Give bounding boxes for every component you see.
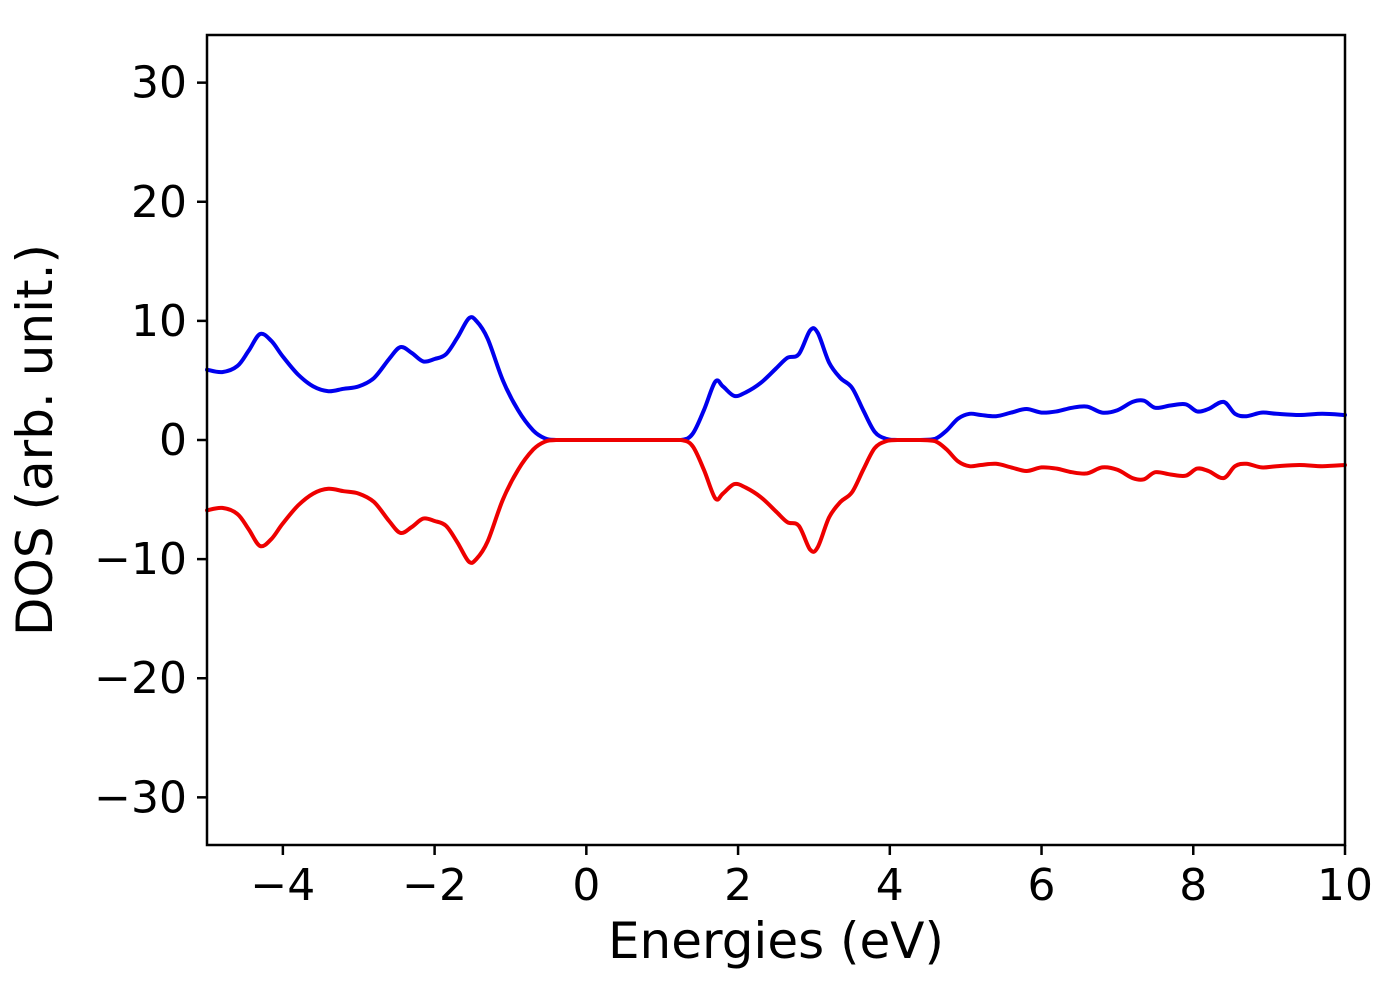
y-axis-label: DOS (arb. unit.) <box>6 244 64 636</box>
spin-down-dos-curve <box>205 438 1347 565</box>
y-tick-label: 0 <box>159 415 187 466</box>
x-tick-label: 8 <box>1179 860 1207 911</box>
plot-border <box>205 33 1347 847</box>
x-tick-label: −2 <box>402 860 467 911</box>
x-tick-label: 2 <box>724 860 752 911</box>
y-tick-label: −30 <box>94 772 187 823</box>
x-tick-label: 6 <box>1028 860 1056 911</box>
y-tick-label: −10 <box>94 534 187 585</box>
x-axis-ticks: −4 −2 0 2 4 6 8 10 <box>250 845 1373 911</box>
y-axis-ticks: −30 −20 −10 0 10 20 30 <box>94 58 207 823</box>
x-tick-label: 0 <box>572 860 600 911</box>
dos-curves <box>205 315 1347 565</box>
x-tick-label: 4 <box>876 860 904 911</box>
spin-up-dos-curve <box>205 315 1347 442</box>
y-tick-label: 20 <box>131 177 187 228</box>
x-axis-label: Energies (eV) <box>608 912 944 970</box>
x-tick-label: −4 <box>250 860 315 911</box>
y-tick-label: 30 <box>131 58 187 109</box>
axes-box <box>205 33 1347 847</box>
y-tick-label: −20 <box>94 653 187 704</box>
y-tick-label: 10 <box>131 296 187 347</box>
x-tick-label: 10 <box>1317 860 1373 911</box>
